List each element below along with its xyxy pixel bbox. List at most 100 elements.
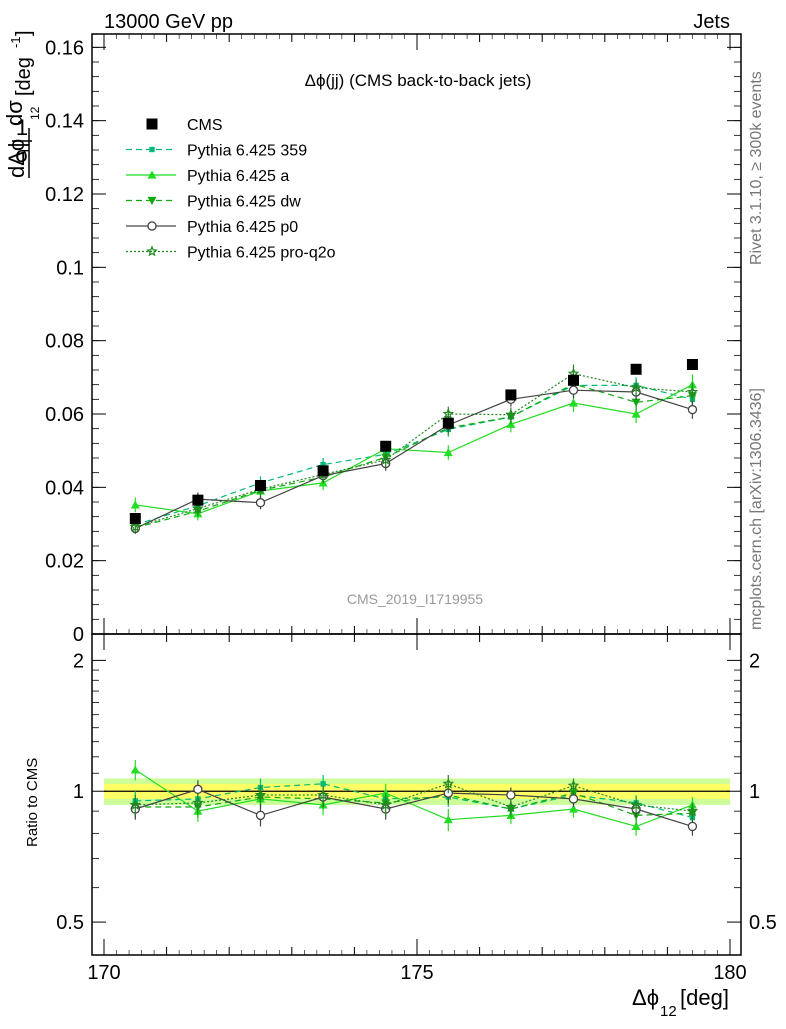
point-data (317, 465, 329, 477)
x-tick-label: 175 (400, 962, 433, 984)
ratio-point-py359 (320, 781, 326, 787)
svg-text:]: ] (13, 30, 35, 36)
ratio-point-pyproq2o (686, 805, 699, 817)
ratio-series-pya (130, 759, 697, 836)
point-data (380, 440, 392, 452)
svg-text:dΔϕ: dΔϕ (4, 139, 29, 178)
point-pya (631, 409, 641, 418)
legend-marker (146, 245, 158, 257)
point-pyp0 (687, 404, 698, 415)
series-pyp0 (130, 382, 698, 534)
rivet-label: Rivet 3.1.10, ≥ 300k events (748, 71, 765, 265)
ratio-point-pyproq2o (192, 796, 204, 808)
point-data (129, 513, 141, 524)
ratio-y-tick-label: 2 (73, 650, 84, 672)
point-pyproq2o (129, 520, 142, 532)
ratio-line-pya (134, 769, 693, 828)
point-pyproq2o (505, 408, 517, 420)
legend-label: Pythia 6.425 pro-q2o (187, 245, 336, 262)
svg-text:σ: σ (15, 142, 29, 167)
point-pydw (631, 398, 641, 407)
series-pya (130, 374, 697, 521)
legend-marker (147, 170, 157, 179)
point-data (442, 417, 454, 429)
ratio-plot-panel: 0.5 0.5 1 1 2 2 170 175 180 (56, 633, 777, 984)
point-pyproq2o (442, 407, 455, 419)
ratio-point-pyproq2o (567, 779, 580, 791)
point-pyproq2o (630, 381, 642, 393)
ratio-y-tick-label-right: 2 (749, 650, 760, 672)
x-tick-label: 180 (713, 962, 746, 984)
main-y-tick-label: 0.1 (56, 257, 84, 279)
ratio-point-pyp0 (193, 784, 203, 795)
point-pya (569, 398, 578, 407)
main-y-tick-label: 0.14 (45, 111, 84, 133)
svg-text:[deg: [deg (13, 57, 35, 96)
legend-label: Pythia 6.425 359 (187, 143, 307, 160)
svg-text:Δϕ: Δϕ (632, 985, 659, 1010)
ratio-y-tick-label-right: 0.5 (749, 912, 777, 934)
plot-title: Δϕ(jj) (CMS back-to-back jets) (305, 71, 532, 90)
point-pyproq2o (686, 385, 699, 397)
ratio-point-pyproq2o (129, 798, 142, 810)
legend-entry-data: CMS (146, 117, 223, 134)
point-pyp0 (568, 385, 579, 395)
point-py359 (320, 461, 326, 468)
svg-text:[deg]: [deg] (680, 985, 729, 1010)
series-line-py359 (135, 384, 693, 526)
legend-entry-pyproq2o: Pythia 6.425 pro-q2o (126, 245, 336, 262)
header-right: Jets (693, 11, 730, 33)
main-y-tick-label: 0.08 (45, 331, 84, 353)
ratio-line-py359 (135, 783, 693, 819)
svg-text:12: 12 (28, 106, 42, 120)
legend-marker (146, 118, 158, 130)
legend: CMS Pythia 6.425 359 Pythia 6.425 a Pythia … (126, 117, 336, 262)
svg-text:12: 12 (660, 1003, 677, 1020)
ratio-point-pya (443, 815, 453, 824)
legend-label: Pythia 6.425 dw (187, 194, 301, 211)
ratio-series-pyp0 (130, 780, 698, 836)
legend-marker (149, 146, 155, 153)
legend-marker (147, 221, 157, 231)
main-y-axis-label: 1 σ dΔϕ 12 dσ [deg -1 ] (2, 30, 42, 178)
legend-entry-pydw: Pythia 6.425 dw (126, 194, 301, 211)
point-data (568, 374, 579, 386)
x-tick-label: 170 (87, 962, 120, 984)
ratio-y-axis-label: Ratio to CMS (24, 758, 41, 847)
main-y-tick-label: 0.04 (45, 477, 84, 499)
point-data (686, 359, 698, 370)
main-y-tick-label: 0.16 (45, 37, 84, 59)
ratio-point-pyproq2o (379, 798, 392, 810)
legend-entry-py359: Pythia 6.425 359 (126, 143, 307, 160)
legend-label: CMS (187, 117, 223, 134)
svg-text:dσ: dσ (2, 100, 27, 126)
ratio-line-pyp0 (135, 788, 693, 827)
ratio-point-pyproq2o (442, 777, 455, 789)
point-pyproq2o (192, 502, 204, 514)
analysis-watermark: CMS_2019_I1719955 (347, 591, 483, 607)
ratio-series-pyproq2o (129, 774, 699, 820)
point-pyproq2o (379, 453, 392, 465)
legend-entry-pya: Pythia 6.425 a (126, 168, 289, 185)
main-plot-panel: 0 0.02 0.04 0.06 0.08 0.1 0.12 0.14 0.16 (45, 33, 742, 646)
point-pya (443, 448, 453, 457)
ratio-point-pyp0 (568, 794, 579, 804)
point-pyp0 (255, 498, 266, 508)
main-y-tick-label: 0.02 (45, 551, 84, 573)
point-pya (130, 500, 140, 509)
ratio-point-pya (631, 821, 641, 831)
legend-entry-pyp0: Pythia 6.425 p0 (126, 219, 298, 236)
series-line-pyp0 (135, 389, 693, 529)
ratio-point-pya (130, 765, 140, 774)
series-line-pya (135, 384, 693, 515)
legend-marker (147, 196, 157, 205)
ratio-point-pyproq2o (317, 788, 329, 800)
svg-text:1: 1 (16, 115, 28, 140)
ratio-point-pya (381, 788, 391, 797)
point-data (255, 480, 266, 491)
ratio-point-pyproq2o (505, 800, 517, 812)
ratio-y-tick-label: 1 (73, 781, 84, 803)
ratio-point-pyp0 (506, 790, 516, 800)
point-data (192, 494, 204, 506)
main-y-tick-label: 0.06 (45, 404, 84, 426)
